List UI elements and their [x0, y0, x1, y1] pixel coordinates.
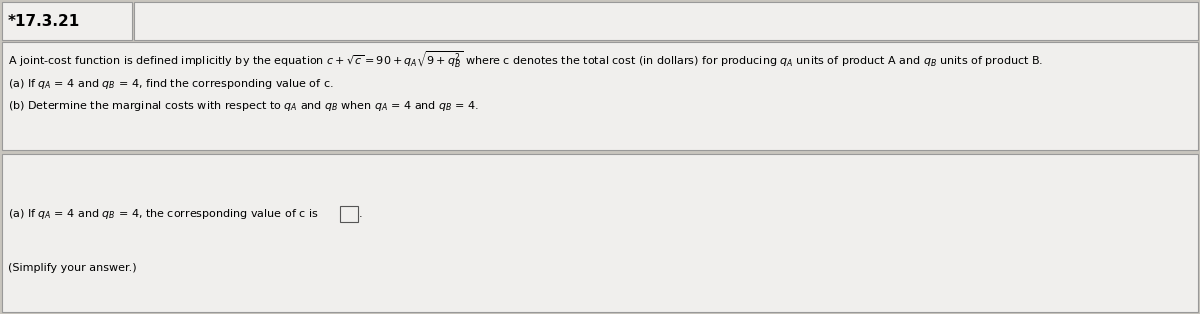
- Text: A joint-cost function is defined implicitly by the equation $c + \sqrt{c} = 90 +: A joint-cost function is defined implici…: [8, 50, 1043, 70]
- Text: *17.3.21: *17.3.21: [8, 14, 80, 29]
- Bar: [2, 42, 1198, 150]
- Bar: [134, 2, 1198, 40]
- Text: (a) If $q_A$ = 4 and $q_B$ = 4, the corresponding value of c is: (a) If $q_A$ = 4 and $q_B$ = 4, the corr…: [8, 207, 318, 221]
- Bar: [2, 154, 1198, 312]
- Text: (a) If $q_A$ = 4 and $q_B$ = 4, find the corresponding value of c.: (a) If $q_A$ = 4 and $q_B$ = 4, find the…: [8, 77, 334, 91]
- Bar: [340, 206, 358, 222]
- Text: .: .: [359, 209, 362, 219]
- Text: (b) Determine the marginal costs with respect to $q_A$ and $q_B$ when $q_A$ = 4 : (b) Determine the marginal costs with re…: [8, 99, 479, 113]
- Bar: [2, 2, 132, 40]
- Text: (Simplify your answer.): (Simplify your answer.): [8, 263, 137, 273]
